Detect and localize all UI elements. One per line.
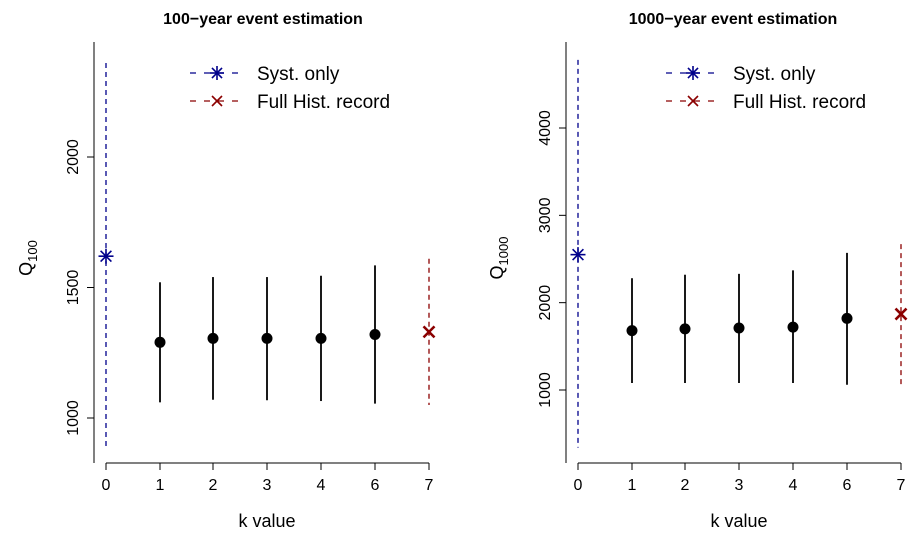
y-tick-label: 1000 — [537, 372, 554, 408]
x-tick-label: 4 — [789, 477, 798, 494]
legend-label: Syst. only — [733, 64, 816, 85]
y-tick-label: 3000 — [537, 197, 554, 233]
y-tick-label: 1000 — [65, 400, 82, 436]
legend-marker-d2 — [211, 95, 223, 107]
legend-label: Full Hist. record — [733, 92, 866, 113]
point-k3-dot — [261, 332, 273, 344]
x-tick-label: 6 — [371, 477, 380, 494]
point-k3-dot — [733, 322, 745, 334]
y-axis-label-main: Q — [487, 265, 507, 279]
point-k1-dot — [154, 336, 166, 348]
y-axis-label: Q1000 — [487, 237, 511, 280]
x-tick-label: 3 — [263, 477, 272, 494]
legend-label: Syst. only — [257, 64, 340, 85]
point-k6-dot — [841, 312, 853, 324]
y-tick-label: 2000 — [537, 285, 554, 321]
point-k4-dot — [787, 321, 799, 333]
x-tick-label: 7 — [897, 477, 906, 494]
x-tick-label: 2 — [209, 477, 218, 494]
y-axis-label-sub: 100 — [25, 240, 40, 262]
chart-title: 100−year event estimation — [163, 11, 363, 28]
legend-item-0: Syst. only — [190, 64, 340, 85]
point-k6-dot — [369, 328, 381, 340]
point-k7-d2 — [894, 307, 908, 321]
x-tick-label: 0 — [102, 477, 111, 494]
x-tick-label: 4 — [317, 477, 326, 494]
legend-marker-d2 — [687, 95, 699, 107]
x-tick-label: 6 — [843, 477, 852, 494]
point-k0-d2 — [572, 248, 584, 261]
y-axis-label-main: Q — [16, 262, 36, 276]
y-tick-label: 1500 — [65, 270, 82, 306]
x-tick-label: 1 — [156, 477, 165, 494]
y-tick-label: 2000 — [65, 139, 82, 175]
x-axis-label: k value — [238, 511, 295, 531]
point-k2-dot — [207, 332, 219, 344]
point-k0-d2 — [100, 250, 112, 263]
point-k7-d2 — [422, 325, 436, 339]
chart-panel-1: 1000−year event estimation 0 1 2 3 4 6 7 1000 200… — [487, 11, 908, 531]
legend-marker-d2 — [687, 67, 699, 79]
chart-panel-0: 100−year event estimation 0 1 2 3 4 6 7 1000 1500… — [16, 11, 436, 531]
x-tick-label: 0 — [574, 477, 583, 494]
legend-marker-d2 — [211, 67, 223, 79]
point-k4-dot — [315, 332, 327, 344]
x-tick-label: 2 — [681, 477, 690, 494]
y-tick-label: 4000 — [537, 110, 554, 146]
legend-item-1: Full Hist. record — [666, 92, 866, 113]
point-k1-dot — [626, 325, 638, 337]
point-k2-dot — [679, 323, 691, 335]
x-tick-label: 3 — [735, 477, 744, 494]
legend-item-0: Syst. only — [666, 64, 816, 85]
x-tick-label: 1 — [628, 477, 637, 494]
x-tick-label: 7 — [425, 477, 434, 494]
x-axis-label: k value — [710, 511, 767, 531]
legend-item-1: Full Hist. record — [190, 92, 390, 113]
y-axis-label-sub: 1000 — [496, 237, 511, 266]
legend-label: Full Hist. record — [257, 92, 390, 113]
chart-title: 1000−year event estimation — [629, 11, 838, 28]
y-axis-label: Q100 — [16, 240, 40, 276]
